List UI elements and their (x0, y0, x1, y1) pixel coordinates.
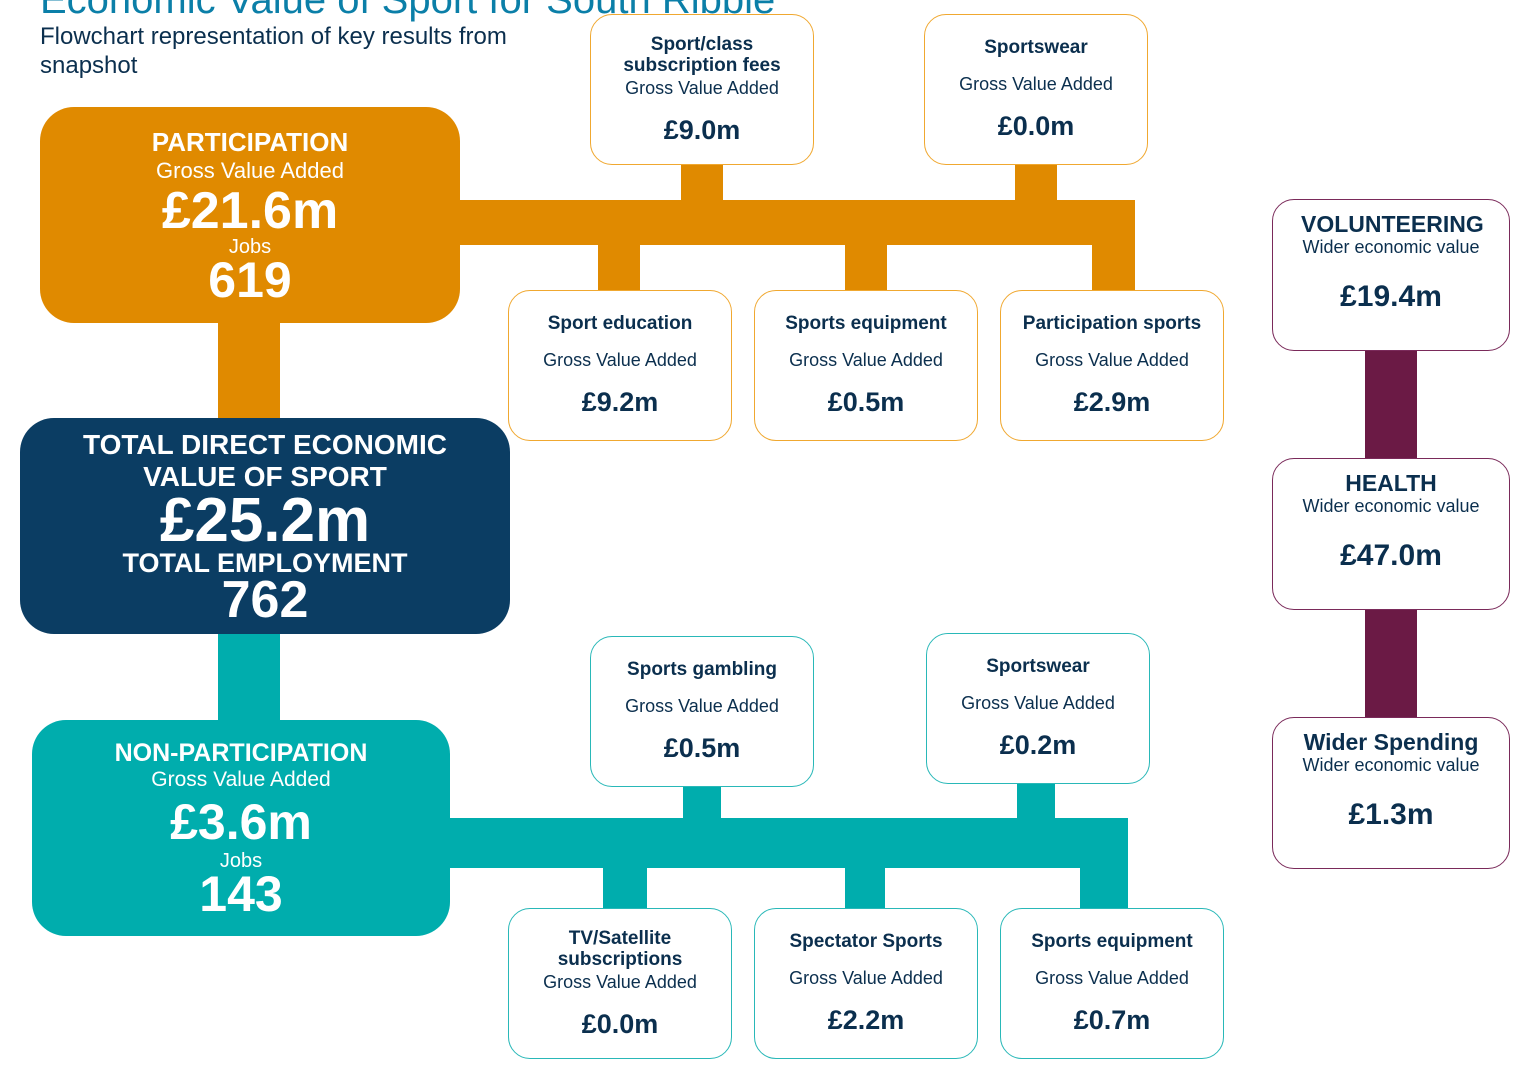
wider-name: Wider Spending (1303, 729, 1479, 755)
summary-employment-label: TOTAL EMPLOYMENT (122, 548, 408, 578)
connector (218, 320, 280, 420)
item-box: Sports gambling Gross Value Added £0.5m (590, 636, 814, 787)
connector (598, 244, 640, 291)
item-box: Sport/class subscription fees Gross Value… (590, 14, 814, 165)
connector (845, 867, 885, 909)
connector (1017, 784, 1055, 819)
item-name: Participation sports (1022, 313, 1202, 334)
item-box: Sports equipment Gross Value Added £0.7m (1000, 908, 1224, 1059)
connector (845, 244, 887, 291)
connector (1015, 165, 1057, 201)
item-label: Gross Value Added (543, 350, 697, 370)
item-name: Sports equipment (785, 313, 947, 334)
summary-value: £21.6m (161, 181, 339, 240)
wider-label: Wider economic value (1302, 496, 1480, 516)
item-box: Sport education Gross Value Added £9.2m (508, 290, 732, 441)
item-label: Gross Value Added (959, 74, 1113, 94)
connector (681, 165, 723, 201)
item-box: Sports equipment Gross Value Added £0.5m (754, 290, 978, 441)
item-box: Sportswear Gross Value Added £0.2m (926, 633, 1150, 784)
summary-box: TOTAL DIRECT ECONOMIC VALUE OF SPORT £25.… (20, 418, 510, 634)
item-value: £0.7m (1073, 1005, 1151, 1035)
title: Economic Value of Sport for South Ribble (40, 0, 776, 22)
wider-value: £1.3m (1348, 798, 1434, 831)
connector (1365, 350, 1417, 460)
summary-box: NON-PARTICIPATION Gross Value Added £3.6m J… (32, 720, 450, 936)
item-value: £0.2m (999, 730, 1077, 760)
summary-employment: 762 (221, 571, 309, 629)
item-name: Spectator Sports (789, 931, 943, 952)
item-label: Gross Value Added (789, 350, 943, 370)
wider-box: VOLUNTEERING Wider economic value £19.4m (1272, 199, 1510, 351)
item-box: Participation sports Gross Value Added £2.… (1000, 290, 1224, 441)
item-name: Sports equipment (1031, 931, 1193, 952)
connector (603, 867, 647, 909)
summary-label: Gross Value Added (151, 767, 331, 791)
item-name: Sportswear (984, 37, 1088, 58)
item-value: £2.2m (827, 1005, 905, 1035)
item-label: Gross Value Added (1035, 350, 1189, 370)
summary-heading: TOTAL DIRECT ECONOMIC VALUE OF SPORT (83, 429, 447, 492)
connector (1365, 609, 1417, 719)
item-name: Sport education (547, 313, 693, 334)
summary-value: £25.2m (159, 486, 371, 555)
subtitle: Flowchart representation of key results … (40, 23, 507, 79)
connector (683, 787, 721, 819)
wider-name: VOLUNTEERING (1301, 211, 1484, 237)
wider-label: Wider economic value (1302, 755, 1480, 775)
summary-heading: NON-PARTICIPATION (114, 738, 368, 767)
item-label: Gross Value Added (625, 696, 779, 716)
item-value: £9.0m (663, 114, 741, 145)
item-value: £2.9m (1073, 387, 1151, 417)
connector (445, 818, 1128, 868)
summary-value: £3.6m (170, 793, 312, 850)
connector (1080, 867, 1128, 909)
item-label: Gross Value Added (543, 971, 697, 992)
item-name: TV/Satellite subscriptions (557, 927, 683, 970)
item-label: Gross Value Added (625, 77, 779, 98)
item-value: £9.2m (581, 387, 659, 417)
item-label: Gross Value Added (1035, 968, 1189, 988)
item-label: Gross Value Added (789, 968, 943, 988)
item-value: £0.0m (997, 111, 1075, 141)
wider-box: HEALTH Wider economic value £47.0m (1272, 458, 1510, 610)
connector (1092, 244, 1135, 291)
summary-jobs-label: Jobs (219, 849, 263, 872)
connector (218, 630, 280, 722)
item-name: Sports gambling (627, 659, 777, 680)
summary-jobs: 143 (199, 865, 283, 922)
item-name: Sport/class subscription fees (623, 33, 781, 76)
summary-jobs-label: Jobs (228, 235, 272, 258)
wider-value: £19.4m (1340, 280, 1442, 313)
item-value: £0.5m (663, 733, 741, 763)
wider-name: HEALTH (1345, 470, 1437, 496)
summary-box: PARTICIPATION Gross Value Added £21.6m Jobs… (40, 107, 460, 323)
item-value: £0.0m (581, 1008, 659, 1039)
item-box: TV/Satellite subscriptions Gross Value Ad… (508, 908, 732, 1059)
wider-value: £47.0m (1340, 539, 1442, 572)
summary-heading: PARTICIPATION (151, 126, 349, 157)
item-box: Spectator Sports Gross Value Added £2.2m (754, 908, 978, 1059)
item-label: Gross Value Added (961, 693, 1115, 713)
connector (455, 200, 1135, 245)
summary-jobs: 619 (208, 251, 292, 308)
wider-label: Wider economic value (1302, 237, 1480, 257)
wider-box: Wider Spending Wider economic value £1.3m (1272, 717, 1510, 869)
summary-label: Gross Value Added (156, 157, 344, 183)
item-value: £0.5m (827, 387, 905, 417)
item-name: Sportswear (986, 656, 1090, 677)
item-box: Sportswear Gross Value Added £0.0m (924, 14, 1148, 165)
